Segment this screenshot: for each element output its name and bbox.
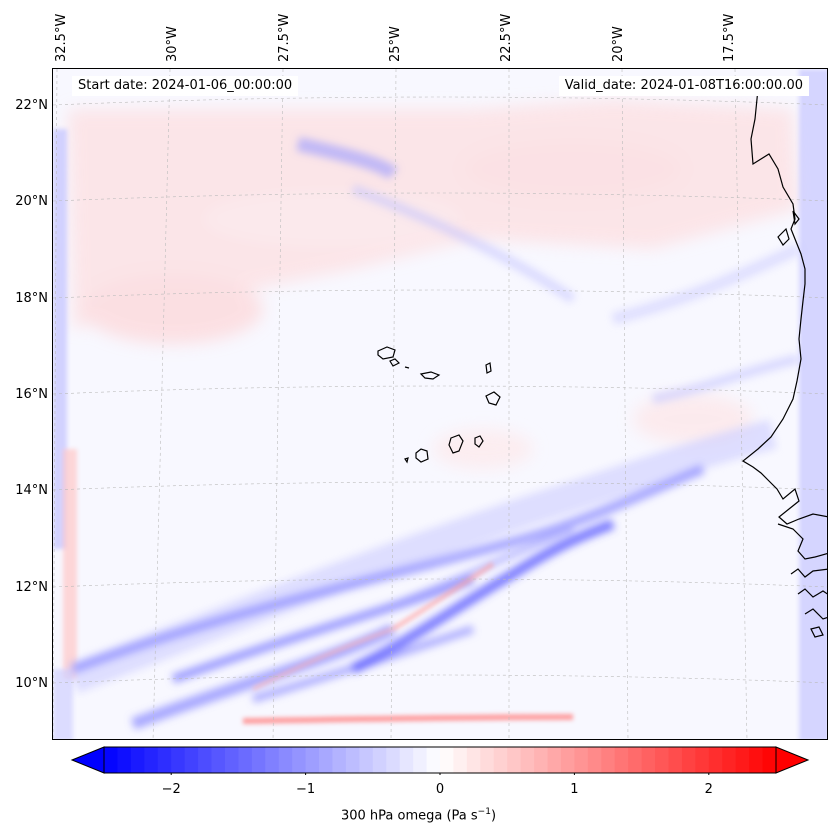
colorbar-band — [372, 747, 387, 773]
lat-label-12n: 12°N — [15, 580, 48, 595]
colorbar-band — [157, 747, 172, 773]
colorbar-band — [507, 747, 522, 773]
lat-label-14n: 14°N — [15, 483, 48, 498]
colorbar-tick-label: −1 — [296, 782, 316, 797]
colorbar-band — [560, 747, 575, 773]
colorbar-tick-label: 1 — [570, 782, 579, 797]
colorbar-band — [534, 747, 549, 773]
african-coastline — [741, 88, 827, 638]
colorbar-band — [601, 747, 616, 773]
lon-label-22-5w: 22.5°W — [499, 13, 514, 62]
colorbar-band — [722, 747, 737, 773]
colorbar-band — [480, 747, 495, 773]
valid-date-label: Valid_date: 2024-01-08T16:00:00.00 — [558, 76, 809, 96]
lat-label-20n: 20°N — [15, 194, 48, 209]
colorbar-band — [332, 747, 347, 773]
colorbar-tick-label: 2 — [704, 782, 713, 797]
colorbar-band — [655, 747, 669, 773]
colorbar-band — [466, 747, 481, 773]
colorbar-high-extend — [775, 746, 810, 774]
positive-omega-region — [68, 99, 798, 469]
lon-label-30w: 30°W — [165, 26, 180, 62]
colorbar-band — [345, 747, 360, 773]
colorbar-band — [104, 747, 118, 773]
lon-label-27-5w: 27.5°W — [277, 13, 292, 62]
colorbar-band — [453, 747, 468, 773]
colorbar-band — [587, 747, 602, 773]
lon-label-25w: 25°W — [388, 26, 403, 62]
start-date-label: Start date: 2024-01-06_00:00:00 — [72, 76, 299, 96]
colorbar-band — [251, 747, 266, 773]
colorbar-band — [198, 747, 213, 773]
graticule — [53, 69, 827, 739]
colorbar-band — [265, 747, 280, 773]
colorbar-band — [292, 747, 307, 773]
colorbar-band — [184, 747, 199, 773]
colorbar-band — [399, 747, 414, 773]
colorbar-band — [238, 747, 253, 773]
colorbar-band — [224, 747, 239, 773]
colorbar-tick-label: −2 — [161, 782, 181, 797]
colorbar-band — [386, 747, 401, 773]
omega-field-map — [53, 69, 827, 739]
colorbar-band — [117, 747, 132, 773]
colorbar-band — [547, 747, 562, 773]
lat-label-18n: 18°N — [15, 291, 48, 306]
lat-label-16n: 16°N — [15, 387, 48, 402]
colorbar-band — [211, 747, 226, 773]
colorbar-band — [614, 747, 629, 773]
colorbar-band — [762, 747, 777, 773]
colorbar-band — [681, 747, 696, 773]
colorbar-band — [413, 747, 428, 773]
colorbar-band — [493, 747, 508, 773]
colorbar-band — [708, 747, 723, 773]
negative-omega-streaks-north — [296, 137, 801, 404]
positive-omega-streaks-south — [242, 561, 574, 724]
colorbar-band — [641, 747, 656, 773]
lat-label-22n: 22°N — [15, 98, 48, 113]
colorbar-low-extend — [70, 746, 105, 774]
map-frame[interactable] — [52, 68, 828, 740]
colorbar-band — [749, 747, 764, 773]
colorbar-bands — [104, 747, 777, 773]
colorbar-band — [359, 747, 374, 773]
lon-label-17-5w: 17.5°W — [722, 13, 737, 62]
colorbar — [70, 746, 810, 775]
edge-bands — [53, 69, 827, 739]
colorbar-band — [574, 747, 589, 773]
lat-label-10n: 10°N — [15, 676, 48, 691]
colorbar-band — [144, 747, 159, 773]
colorbar-band — [278, 747, 293, 773]
lon-label-32-5w: 32.5°W — [54, 13, 69, 62]
colorbar-band — [735, 747, 750, 773]
colorbar-band — [319, 747, 333, 773]
colorbar-band — [520, 747, 535, 773]
colorbar-band — [440, 747, 454, 773]
colorbar-title: 300 hPa omega (Pa s−1) — [340, 807, 497, 824]
lon-label-20w: 20°W — [611, 26, 626, 62]
colorbar-band — [695, 747, 710, 773]
colorbar-band — [668, 747, 683, 773]
colorbar-band — [130, 747, 145, 773]
colorbar-band — [426, 747, 441, 773]
colorbar-band — [171, 747, 186, 773]
colorbar-tick-label: 0 — [435, 782, 445, 797]
cape-verde-islands — [377, 346, 501, 464]
colorbar-band — [305, 747, 320, 773]
colorbar-band — [628, 747, 643, 773]
colorbar-ticks — [170, 773, 710, 775]
